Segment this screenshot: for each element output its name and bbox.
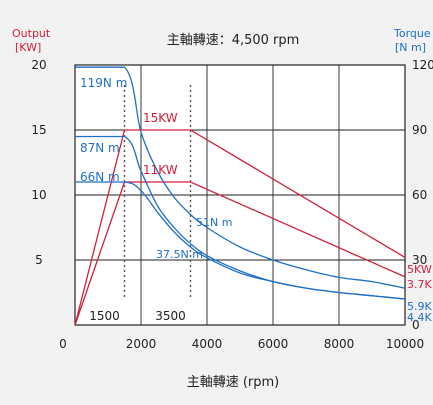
y-right-tick-label: 60 xyxy=(412,188,427,202)
torque-line-2 xyxy=(75,66,406,289)
left-axis-label-line2: [KW] xyxy=(15,41,41,54)
y-left-tick-label: 10 xyxy=(31,188,46,202)
y-left-tick-label: 5 xyxy=(35,253,43,267)
x-tick-label: 0 xyxy=(59,337,67,351)
torque-label-66: 66N m xyxy=(80,170,120,184)
x-tick-label: 6000 xyxy=(258,337,289,351)
torque-line-4 xyxy=(75,181,406,300)
power-end-label-3.7kw: 3.7K xyxy=(407,278,432,291)
x-tick-label: 10000 xyxy=(386,337,424,351)
torque-mid-label-37: 37.5N m xyxy=(156,248,203,261)
y-right-tick-label: 120 xyxy=(412,58,433,72)
power-end-label-5kw: 5KW xyxy=(407,263,432,276)
y-left-tick-label: 15 xyxy=(31,123,46,137)
torque-label-119: 119N m xyxy=(80,76,127,90)
power-label-11kw: 11KW xyxy=(143,163,178,177)
chart-title: 主軸轉速：4,500 rpm xyxy=(167,33,300,48)
marker-label: 1500 xyxy=(89,309,120,323)
x-tick-label: 4000 xyxy=(192,337,223,351)
y-right-tick-label: 90 xyxy=(412,123,427,137)
right-axis-label-line2: [N m] xyxy=(395,41,426,54)
torque-label-87: 87N m xyxy=(80,141,120,155)
x-tick-label: 8000 xyxy=(324,337,355,351)
output-line-0 xyxy=(74,129,406,326)
torque-mid-label-51: 51N m xyxy=(196,216,232,229)
output-line-1 xyxy=(74,181,406,326)
torque-end-label-5.9: 5.9K xyxy=(407,300,432,313)
power-label-15kw: 15KW xyxy=(143,111,178,125)
left-axis-label-line1: Output xyxy=(12,27,51,40)
y-left-tick-label: 20 xyxy=(31,58,46,72)
x-tick-label: 2000 xyxy=(126,337,157,351)
torque-end-label-4.4: 4.4K xyxy=(407,311,432,324)
x-axis-label: 主軸轉速 (rpm) xyxy=(187,375,280,390)
y-right-tick-label: 30 xyxy=(412,253,427,267)
marker-label: 3500 xyxy=(155,309,186,323)
right-axis-label-line1: Torque xyxy=(393,27,431,40)
y-right-tick-label: 0 xyxy=(412,318,420,332)
